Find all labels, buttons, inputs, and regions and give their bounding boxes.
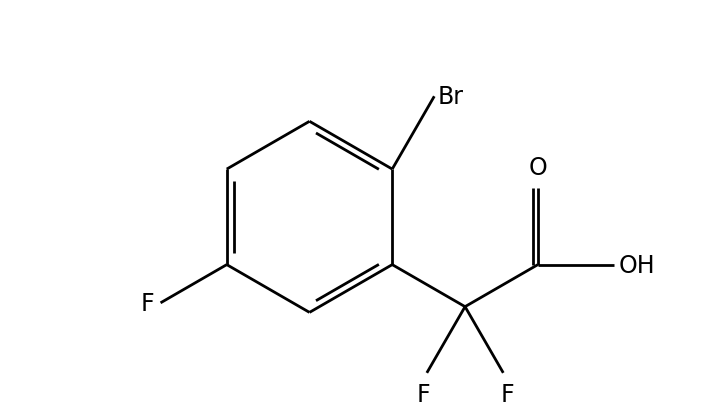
Text: OH: OH [618,253,655,277]
Text: F: F [500,382,514,406]
Text: F: F [141,291,155,315]
Text: F: F [416,382,430,406]
Text: Br: Br [438,85,464,109]
Text: O: O [529,156,547,180]
